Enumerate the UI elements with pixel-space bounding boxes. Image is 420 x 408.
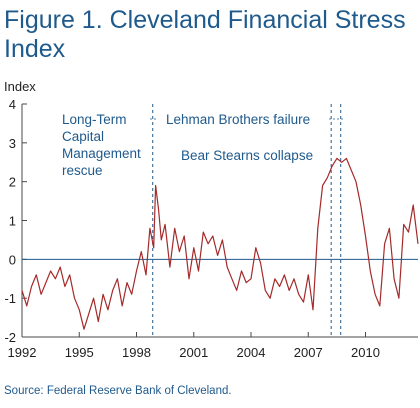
y-tick-label: -2 (4, 330, 16, 345)
x-tick-label: 1995 (65, 345, 94, 360)
y-tick-label: 4 (9, 97, 16, 112)
x-tick-label: 2004 (237, 345, 266, 360)
x-tick-label: 2010 (351, 345, 380, 360)
y-tick-label: 2 (9, 175, 16, 190)
x-tick-label: 1998 (122, 345, 151, 360)
annotation-label: Lehman Brothers failure (166, 112, 310, 127)
y-tick-label: -1 (4, 291, 16, 306)
annotation-label: Capital (62, 129, 104, 144)
annotation-label: Long-Term (62, 112, 127, 127)
x-tick-label: 2007 (294, 345, 323, 360)
x-tick-label: 2001 (179, 345, 208, 360)
y-tick-label: 0 (9, 252, 16, 267)
source-note: Source: Federal Reserve Bank of Clevelan… (4, 385, 232, 397)
annotation-label: Bear Stearns collapse (181, 148, 313, 163)
annotation-label: Management (62, 146, 141, 161)
series-line (21, 157, 419, 330)
chart-title: Figure 1. Cleveland Financial Stress Ind… (4, 6, 406, 63)
x-tick-label: 1992 (8, 345, 37, 360)
y-tick-label: 1 (9, 214, 16, 229)
annotation-label: rescue (62, 163, 103, 178)
y-tick-label: 3 (9, 136, 16, 151)
y-axis-label: Index (4, 79, 36, 94)
